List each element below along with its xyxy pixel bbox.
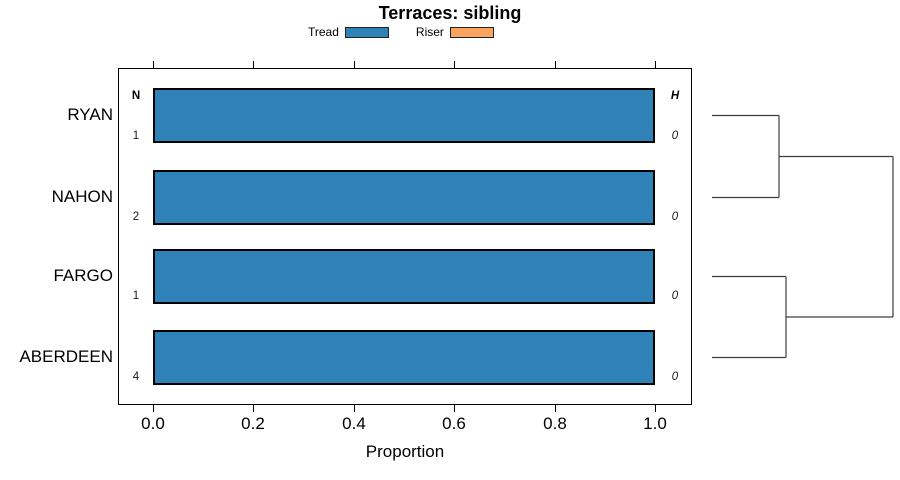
legend-label-riser: Riser [415,25,444,39]
x-axis-tick-label: 0.0 [141,414,165,433]
n-value-fargo: 1 [132,290,140,302]
h-value-nahon: 0 [671,211,679,223]
h-column-header: H [670,90,680,102]
x-axis-tick-top [354,61,355,68]
x-axis-tick-label: 0.8 [543,414,567,433]
x-axis-tick-label: 0.4 [342,414,366,433]
h-value-ryan: 0 [671,130,679,142]
n-value-nahon: 2 [132,211,140,223]
legend-label-tread: Tread [308,25,339,39]
h-value-aberdeen: 0 [671,371,679,383]
x-axis-tick-label: 0.6 [442,414,466,433]
x-axis-tick-bottom [354,405,355,412]
x-axis-tick-top [655,61,656,68]
y-axis-label-nahon: NAHON [51,187,113,206]
legend-swatch-tread-icon [344,26,389,38]
legend: Tread Riser [308,23,494,41]
chart-title: Terraces: sibling [378,3,522,23]
x-axis-tick-bottom [253,405,254,412]
bar-nahon [153,170,655,225]
y-axis-label-ryan: RYAN [67,105,113,124]
bar-aberdeen [153,330,655,385]
bar-ryan [153,88,655,143]
x-axis-tick-top [454,61,455,68]
x-axis-tick-label: 0.2 [241,414,265,433]
x-axis-tick-bottom [655,405,656,412]
x-axis-tick-top [555,61,556,68]
h-value-fargo: 0 [671,290,679,302]
n-column-header: N [131,90,141,102]
y-axis-label-aberdeen: ABERDEEN [19,347,113,366]
x-axis-tick-top [153,61,154,68]
x-axis-tick-top [253,61,254,68]
x-axis-tick-bottom [153,405,154,412]
bar-fargo [153,249,655,304]
x-axis-tick-bottom [454,405,455,412]
legend-swatch-riser-icon [449,26,494,38]
x-axis-tick-bottom [555,405,556,412]
n-value-aberdeen: 4 [132,371,140,383]
x-axis-tick-label: 1.0 [643,414,667,433]
n-value-ryan: 1 [132,130,140,142]
y-axis-label-fargo: FARGO [53,266,113,285]
x-axis-title: Proportion [365,442,445,461]
